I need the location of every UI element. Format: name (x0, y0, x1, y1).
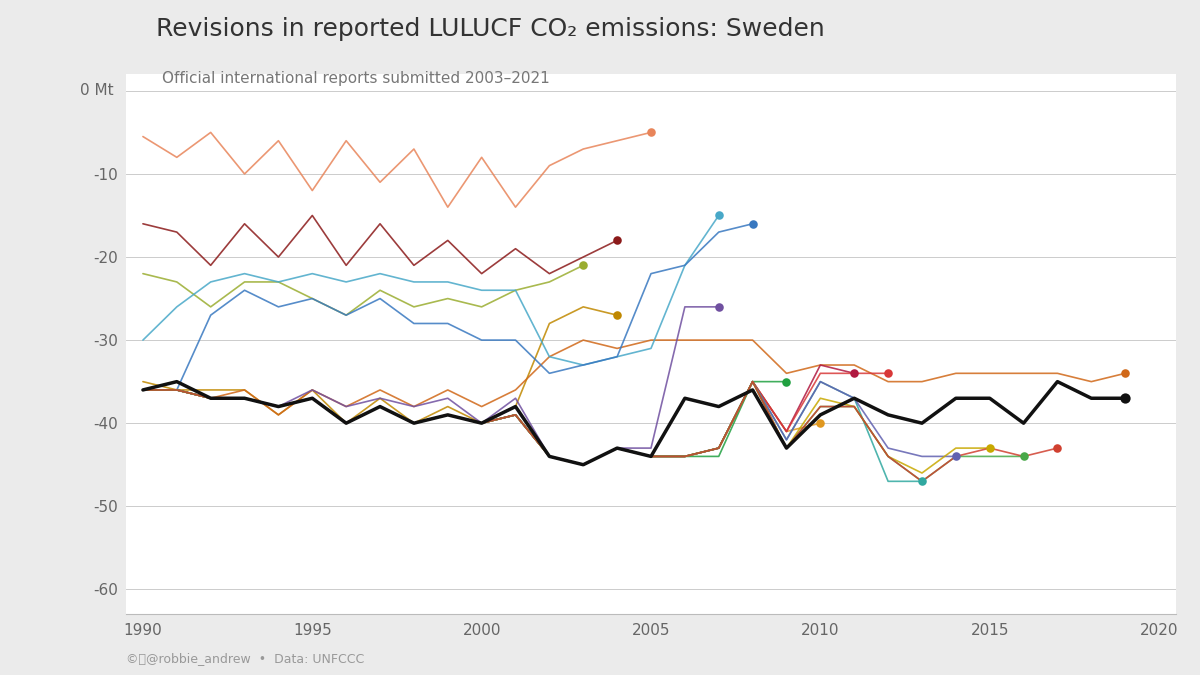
Point (709, 210, 728, 221)
Point (1014, 451, 1033, 462)
Point (776, 376, 796, 387)
Text: Revisions in reported LULUCF CO₂ emissions: Sweden: Revisions in reported LULUCF CO₂ emissio… (156, 17, 824, 41)
Point (607, 310, 626, 321)
Point (607, 235, 626, 246)
Point (980, 443, 1000, 454)
Text: ©ⓘ@robbie_andrew  •  Data: UNFCCC: ©ⓘ@robbie_andrew • Data: UNFCCC (126, 652, 365, 665)
Point (1048, 443, 1067, 454)
Point (845, 368, 864, 379)
Point (641, 127, 660, 138)
Point (709, 302, 728, 313)
Point (912, 476, 931, 487)
Point (743, 219, 762, 230)
Point (1116, 393, 1135, 404)
Point (878, 368, 898, 379)
Text: Official international reports submitted 2003–2021: Official international reports submitted… (162, 71, 550, 86)
Point (574, 260, 593, 271)
Point (1116, 368, 1135, 379)
Point (947, 451, 966, 462)
Point (811, 418, 830, 429)
Text: 0 Mt: 0 Mt (79, 84, 114, 99)
